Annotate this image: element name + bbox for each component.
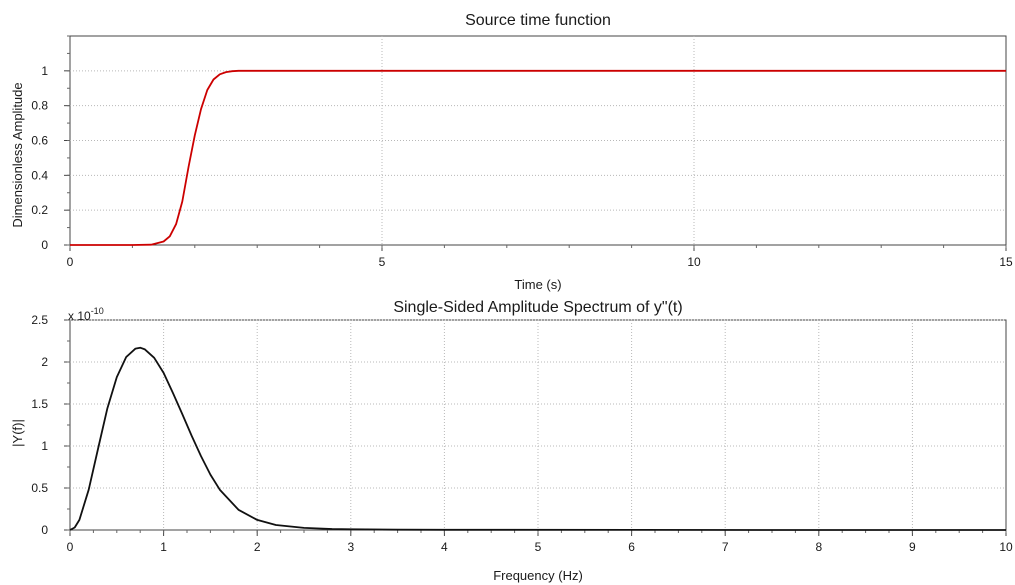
x-tick-label: 7 bbox=[722, 540, 729, 554]
y-scale-exponent: -10 bbox=[91, 306, 104, 316]
x-tick-label: 0 bbox=[67, 540, 74, 554]
y-tick-label: 2 bbox=[41, 355, 48, 369]
y-tick-label: 1 bbox=[41, 439, 48, 453]
x-tick-label: 9 bbox=[909, 540, 916, 554]
x-tick-label: 8 bbox=[815, 540, 822, 554]
y-tick-label: 0.5 bbox=[31, 481, 48, 495]
chart-title: Source time function bbox=[465, 12, 611, 29]
y-tick-label: 0.2 bbox=[31, 203, 48, 217]
source-time-chart: 0 5 10 15 0 0.2 0.4 0.6 0.8 1 Source time functio… bbox=[10, 12, 1013, 292]
series bbox=[69, 346, 1006, 531]
series bbox=[70, 69, 1006, 246]
x-tick-label: 5 bbox=[379, 255, 386, 269]
x-tick-label: 2 bbox=[254, 540, 261, 554]
y-tick-label: 0 bbox=[41, 523, 48, 537]
y-scale-base: x 10 bbox=[68, 309, 91, 323]
grid bbox=[70, 319, 1006, 530]
y-tick-label: 2.5 bbox=[31, 313, 48, 327]
x-tick-label: 10 bbox=[687, 255, 701, 269]
y-tick-label: 1.5 bbox=[31, 397, 48, 411]
y-tick-label: 0.4 bbox=[31, 168, 48, 182]
x-axis-label: Frequency (Hz) bbox=[493, 568, 583, 583]
x-tick-label: 4 bbox=[441, 540, 448, 554]
x-tick-label: 0 bbox=[67, 255, 74, 269]
amplitude-spectrum-chart: 0 1 2 3 4 5 6 7 8 9 10 0 0.5 1 1.5 2 2.5 Single-Sided Am… bbox=[10, 299, 1013, 583]
y-tick-label: 1 bbox=[41, 64, 48, 78]
x-axis-label: Time (s) bbox=[514, 277, 561, 292]
y-tick-label: 0.6 bbox=[31, 134, 48, 148]
y-scale-factor: x 10-10 bbox=[68, 306, 104, 323]
ticks: 0 1 2 3 4 5 6 7 8 9 10 0 0.5 1 1.5 2 2.5 bbox=[31, 313, 1013, 554]
y-axis-label: |Y(f)| bbox=[10, 419, 25, 447]
x-tick-label: 3 bbox=[347, 540, 354, 554]
x-tick-label: 1 bbox=[160, 540, 167, 554]
x-tick-label: 5 bbox=[535, 540, 542, 554]
x-tick-label: 6 bbox=[628, 540, 635, 554]
y-tick-label: 0 bbox=[41, 238, 48, 252]
x-tick-label: 15 bbox=[999, 255, 1013, 269]
ticks: 0 5 10 15 0 0.2 0.4 0.6 0.8 1 bbox=[31, 35, 1013, 269]
y-axis-label: Dimensionless Amplitude bbox=[10, 82, 25, 227]
x-tick-label: 10 bbox=[999, 540, 1013, 554]
series-line bbox=[69, 346, 1006, 531]
chart-title: Single-Sided Amplitude Spectrum of y"(t) bbox=[393, 299, 682, 316]
y-tick-label: 0.8 bbox=[31, 99, 48, 113]
series-line bbox=[70, 69, 1006, 246]
